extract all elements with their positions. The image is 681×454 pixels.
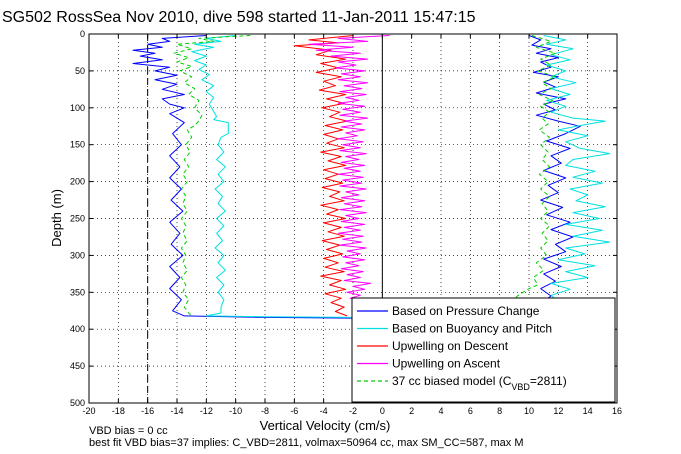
series-line-pressure_change-1 (528, 35, 581, 302)
y-axis-ticks: 0 50 100 150 200 250 300 350 400 450 500 (70, 29, 617, 408)
series-line-biased_model-0 (173, 35, 251, 317)
x-tick-label: 16 (612, 406, 622, 416)
series-biased_model (173, 35, 556, 317)
x-tick-label: -12 (200, 406, 213, 416)
x-axis-ticks: -20 -18 -16 -14 -12 -10 -8 -6 -4 -2 0 2 4 6 8 10 12 14 16 (82, 34, 622, 416)
series-layer (132, 35, 611, 321)
x-tick-label: 10 (524, 406, 534, 416)
x-axis-label: Vertical Velocity (cm/s) (260, 418, 391, 433)
y-tick-label: 250 (70, 214, 85, 224)
series-line-pressure_change-0 (132, 35, 361, 321)
y-tick-label: 150 (70, 140, 85, 150)
y-tick-label: 400 (70, 324, 85, 334)
y-tick-label: 200 (70, 177, 85, 187)
best-fit-note: best fit VBD bias=37 implies: C_VBD=2811… (89, 437, 524, 449)
x-tick-label: 12 (553, 406, 563, 416)
x-tick-label: 8 (497, 406, 502, 416)
x-tick-label: -20 (82, 406, 95, 416)
x-tick-label: 14 (583, 406, 593, 416)
x-tick-label: -4 (320, 406, 328, 416)
legend-label-upwelling_ascent: Upwelling on Ascent (392, 357, 501, 371)
x-tick-label: -6 (290, 406, 298, 416)
y-tick-label: 450 (70, 361, 85, 371)
y-tick-label: 100 (70, 103, 85, 113)
y-tick-label: 300 (70, 250, 85, 260)
y-tick-label: 350 (70, 287, 85, 297)
series-upwelling_ascent (308, 35, 390, 302)
x-tick-label: 2 (409, 406, 414, 416)
x-tick-label: -10 (229, 406, 242, 416)
x-tick-label: -16 (141, 406, 154, 416)
series-line-biased_model-1 (513, 35, 556, 301)
y-tick-label: 500 (70, 398, 85, 408)
x-tick-label: -2 (349, 406, 357, 416)
y-tick-label: 0 (80, 29, 85, 39)
series-line-upwelling_ascent-0 (308, 35, 390, 302)
legend-label-biased_model: 37 cc biased model (CVBD=2811) (392, 374, 567, 392)
legend-box (351, 297, 616, 403)
y-axis-label: Depth (m) (49, 189, 64, 247)
series-pressure_change (132, 35, 581, 321)
x-tick-label: -14 (170, 406, 183, 416)
x-tick-label: 6 (468, 406, 473, 416)
legend-label-buoyancy_pitch: Based on Buoyancy and Pitch (392, 322, 552, 336)
y-tick-label: 50 (75, 66, 85, 76)
legend: Based on Pressure Change Based on Buoyanc… (351, 297, 616, 403)
chart-title: SG502 RossSea Nov 2010, dive 598 started… (2, 9, 476, 26)
x-tick-label: -8 (261, 406, 269, 416)
x-tick-label: 0 (380, 406, 385, 416)
series-line-buoyancy_pitch-0 (191, 35, 354, 318)
legend-label-upwelling_descent: Upwelling on Descent (392, 339, 509, 353)
legend-label-pressure_change: Based on Pressure Change (392, 304, 540, 318)
x-tick-label: 4 (438, 406, 443, 416)
x-tick-label: -18 (112, 406, 125, 416)
vbd-bias-note: VBD bias = 0 cc (89, 425, 168, 437)
